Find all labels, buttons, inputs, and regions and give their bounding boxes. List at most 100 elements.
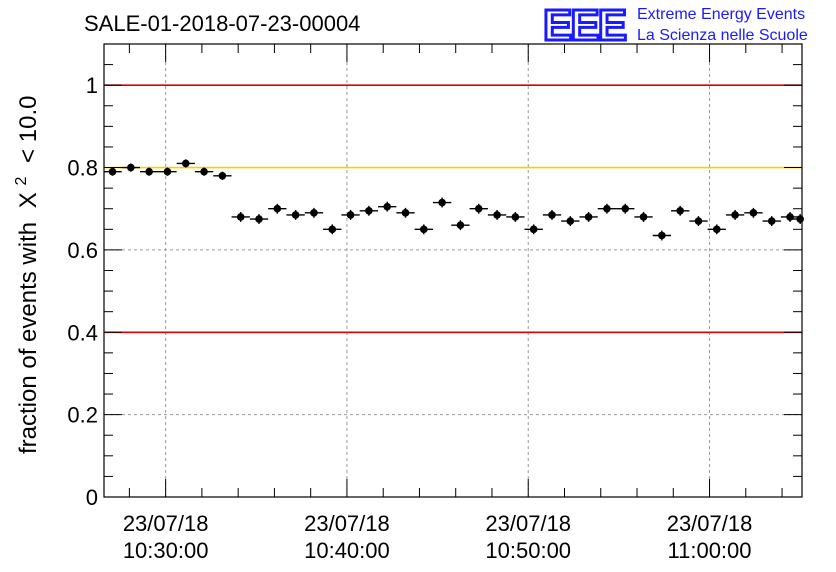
data-marker: [383, 202, 391, 211]
axis-ticks: [104, 44, 802, 498]
data-marker: [694, 217, 703, 225]
y-axis-label-symbol: X: [15, 192, 42, 208]
data-point: [671, 205, 690, 216]
data-point: [689, 216, 708, 227]
data-point: [213, 171, 232, 180]
data-marker: [621, 204, 630, 213]
y-tick-label: 0.2: [67, 403, 98, 428]
data-point: [121, 163, 140, 172]
data-marker: [566, 217, 575, 225]
data-point: [725, 209, 745, 220]
grid: [104, 44, 802, 497]
data-point: [524, 224, 543, 235]
x-tick-label-date: 23/07/18: [667, 511, 753, 536]
data-marker: [511, 213, 520, 221]
data-marker: [456, 221, 465, 229]
data-point: [791, 214, 804, 224]
data-point: [744, 207, 763, 218]
data-marker: [273, 204, 282, 213]
data-point: [634, 212, 653, 222]
y-tick-label: 0.6: [67, 238, 98, 263]
y-tick-label: 0: [86, 485, 98, 510]
data-marker: [767, 217, 776, 225]
y-axis-label-suffix: < 10.0: [15, 96, 42, 163]
data-point: [304, 207, 324, 218]
data-marker: [328, 225, 337, 234]
y-tick-label: 0.4: [67, 320, 98, 345]
y-tick-label: 1: [86, 73, 98, 98]
data-marker: [529, 225, 538, 234]
data-point: [194, 167, 214, 176]
y-tick-labels: 0 0.2 0.4 0.6 0.8 1: [67, 73, 98, 510]
data-marker: [493, 211, 501, 219]
data-point: [487, 209, 507, 220]
x-tick-label-date: 23/07/18: [485, 511, 571, 536]
data-marker: [548, 211, 556, 219]
data-point: [579, 212, 598, 222]
data-marker: [255, 215, 263, 223]
data-point: [176, 159, 195, 168]
data-marker: [676, 206, 684, 215]
data-marker: [712, 225, 721, 234]
data-marker: [346, 211, 355, 219]
data-marker: [108, 167, 117, 176]
data-marker: [145, 167, 153, 176]
y-axis-label-main: fraction of events with: [15, 222, 42, 454]
x-tick-labels: 23/07/1810:30:0023/07/1810:40:0023/07/18…: [123, 511, 753, 563]
data-point: [378, 201, 397, 212]
data-point: [506, 212, 525, 222]
plot-frame: [103, 43, 803, 498]
data-point: [561, 216, 580, 227]
data-marker: [127, 163, 135, 172]
data-point: [231, 212, 250, 222]
data-point: [396, 207, 415, 218]
data-marker: [200, 167, 208, 176]
data-marker: [236, 213, 245, 221]
chart-title: SALE-01-2018-07-23-00004: [84, 11, 360, 36]
data-marker: [365, 206, 373, 215]
x-tick-label-time: 11:00:00: [668, 538, 752, 563]
data-marker: [584, 213, 593, 221]
data-point: [249, 214, 269, 224]
data-point: [359, 205, 379, 216]
data-point: [341, 209, 360, 220]
data-marker: [603, 204, 611, 213]
data-point: [616, 203, 635, 214]
data-point: [104, 167, 122, 176]
data-marker: [749, 209, 758, 217]
y-axis-label-exponent: 2: [13, 177, 30, 186]
data-marker: [420, 225, 428, 234]
data-marker: [639, 213, 648, 221]
data-point: [139, 167, 159, 176]
logo-mark: EEE: [543, 1, 626, 50]
data-marker: [310, 209, 318, 217]
data-points: [104, 159, 804, 241]
x-tick-label-time: 10:30:00: [123, 538, 209, 563]
y-axis-label: fraction of events with X 2 < 10.0: [5, 96, 42, 454]
data-point: [707, 224, 726, 235]
data-marker: [291, 211, 300, 219]
data-point: [414, 224, 433, 235]
x-tick-label-date: 23/07/18: [304, 511, 390, 536]
data-marker: [401, 209, 410, 217]
data-point: [432, 197, 452, 208]
eee-logo: EEE Extreme Energy Events La Scienza nel…: [542, 0, 808, 52]
data-marker: [796, 215, 804, 223]
data-point: [158, 167, 177, 176]
reference-lines: [104, 84, 802, 334]
data-point: [451, 220, 470, 231]
data-marker: [181, 159, 190, 168]
data-point: [762, 216, 781, 227]
data-point: [652, 230, 672, 241]
x-tick-label-time: 10:50:00: [485, 538, 571, 563]
x-tick-label-date: 23/07/18: [123, 511, 209, 536]
data-marker: [438, 198, 446, 207]
data-marker: [218, 171, 227, 180]
data-point: [780, 212, 800, 222]
data-point: [286, 209, 305, 220]
data-marker: [474, 204, 483, 213]
data-point: [268, 203, 287, 214]
data-point: [323, 224, 342, 235]
data-marker: [658, 231, 666, 240]
